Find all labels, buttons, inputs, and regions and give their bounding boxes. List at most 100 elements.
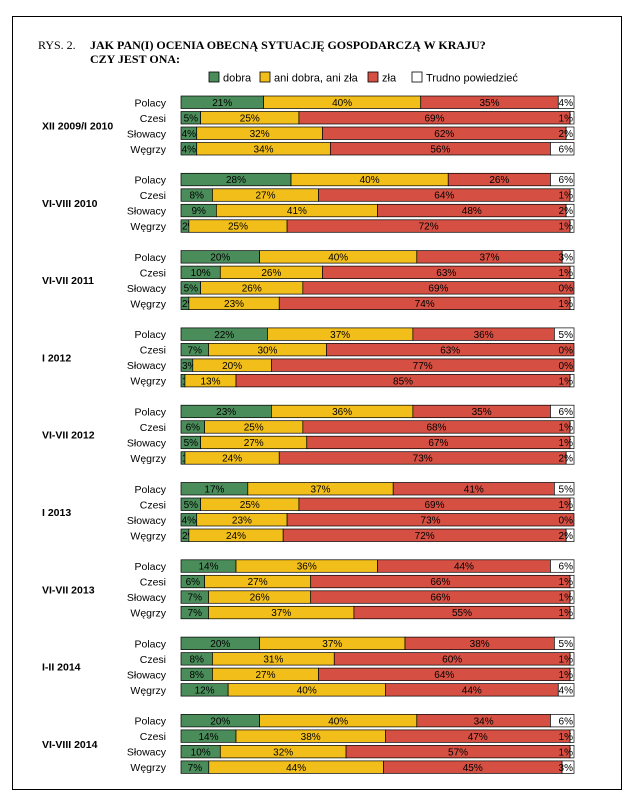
data-label: 6%: [186, 577, 201, 588]
data-label: 25%: [240, 500, 260, 511]
data-label: 37%: [479, 252, 499, 263]
data-label: 2%: [559, 454, 574, 465]
period-label: I 2013: [42, 507, 71, 519]
data-label: 66%: [430, 593, 450, 604]
country-label: Polacy: [134, 252, 166, 264]
data-label: 34%: [254, 144, 274, 155]
data-label: 5%: [184, 283, 199, 294]
data-label: 30%: [257, 345, 277, 356]
country-label: Polacy: [134, 175, 166, 187]
data-label: 9%: [191, 206, 206, 217]
data-label: 4%: [182, 144, 197, 155]
data-label: 55%: [452, 608, 472, 619]
data-label: 5%: [559, 330, 574, 341]
data-label: 0%: [559, 345, 574, 356]
data-label: 37%: [322, 639, 342, 650]
data-label: 27%: [244, 438, 264, 449]
data-label: 1%: [559, 438, 574, 449]
data-label: 44%: [454, 562, 474, 573]
data-label: 6%: [186, 423, 201, 434]
data-label: 20%: [210, 716, 230, 727]
data-label: 64%: [434, 670, 454, 681]
bar-segment: [557, 95, 575, 109]
data-label: 41%: [287, 206, 307, 217]
data-label: 21%: [212, 98, 232, 109]
data-label: 41%: [464, 484, 484, 495]
bar-segment: [569, 652, 575, 666]
data-label: 23%: [224, 299, 244, 310]
country-label: Węgrzy: [130, 530, 166, 542]
data-label: 85%: [393, 376, 413, 387]
data-label: 40%: [297, 685, 317, 696]
data-label: 24%: [222, 454, 242, 465]
data-label: 77%: [413, 361, 433, 372]
bar-segment: [271, 358, 575, 372]
data-label: 45%: [463, 763, 483, 774]
country-label: Węgrzy: [130, 608, 166, 620]
data-label: 4%: [559, 98, 574, 109]
country-label: Węgrzy: [130, 453, 166, 465]
bar-segment: [565, 126, 575, 140]
data-label: 5%: [559, 484, 574, 495]
legend-swatch-1: [259, 71, 271, 83]
legend-swatch-3: [411, 71, 423, 83]
data-label: 34%: [474, 716, 494, 727]
data-label: 68%: [426, 423, 446, 434]
data-label: 5%: [559, 639, 574, 650]
bar-segment: [569, 667, 575, 681]
bar-segment: [326, 343, 575, 357]
data-label: 6%: [559, 562, 574, 573]
data-label: 8%: [189, 654, 204, 665]
country-label: Polacy: [134, 97, 166, 109]
data-label: 40%: [360, 175, 380, 186]
data-label: 14%: [199, 562, 219, 573]
data-label: 10%: [191, 268, 211, 279]
bar-segment: [550, 142, 575, 156]
bar-segment: [569, 497, 575, 511]
data-label: 48%: [462, 206, 482, 217]
data-label: 1%: [559, 191, 574, 202]
data-label: 23%: [216, 407, 236, 418]
data-label: 6%: [559, 144, 574, 155]
legend-label-3: Trudno powiedzieć: [426, 73, 518, 85]
bar-segment: [557, 683, 575, 697]
data-label: 26%: [489, 175, 509, 186]
data-label: 1%: [559, 608, 574, 619]
data-label: 25%: [244, 423, 264, 434]
data-label: 4%: [182, 515, 197, 526]
data-label: 1%: [559, 593, 574, 604]
data-label: 12%: [195, 685, 215, 696]
data-label: 8%: [189, 670, 204, 681]
country-label: Słowacy: [127, 128, 167, 140]
data-label: 1%: [559, 732, 574, 743]
data-label: 1%: [559, 222, 574, 233]
data-label: 40%: [332, 98, 352, 109]
data-label: 2%: [559, 206, 574, 217]
data-label: 63%: [436, 268, 456, 279]
data-label: 24%: [226, 531, 246, 542]
country-label: Węgrzy: [130, 144, 166, 156]
data-label: 38%: [301, 732, 321, 743]
data-label: 1%: [559, 423, 574, 434]
country-label: Czesi: [140, 577, 166, 589]
country-label: Czesi: [140, 731, 166, 743]
period-label: XII 2009/I 2010: [42, 121, 113, 133]
bar-segment: [302, 281, 575, 295]
chart-title-line-2: CZY JEST ONA:: [90, 52, 181, 66]
country-label: Węgrzy: [130, 685, 166, 697]
country-label: Polacy: [134, 484, 166, 496]
country-label: Słowacy: [127, 515, 167, 527]
data-label: 35%: [472, 407, 492, 418]
data-label: 5%: [184, 113, 199, 124]
data-label: 1%: [559, 376, 574, 387]
country-label: Słowacy: [127, 669, 167, 681]
data-label: 5%: [184, 500, 199, 511]
data-label: 37%: [311, 484, 331, 495]
data-label: 1%: [559, 113, 574, 124]
data-label: 0%: [559, 515, 574, 526]
bar-segment: [569, 420, 575, 434]
legend-swatch-0: [208, 71, 220, 83]
data-label: 6%: [559, 716, 574, 727]
period-label: VI-VIII 2014: [42, 739, 98, 751]
